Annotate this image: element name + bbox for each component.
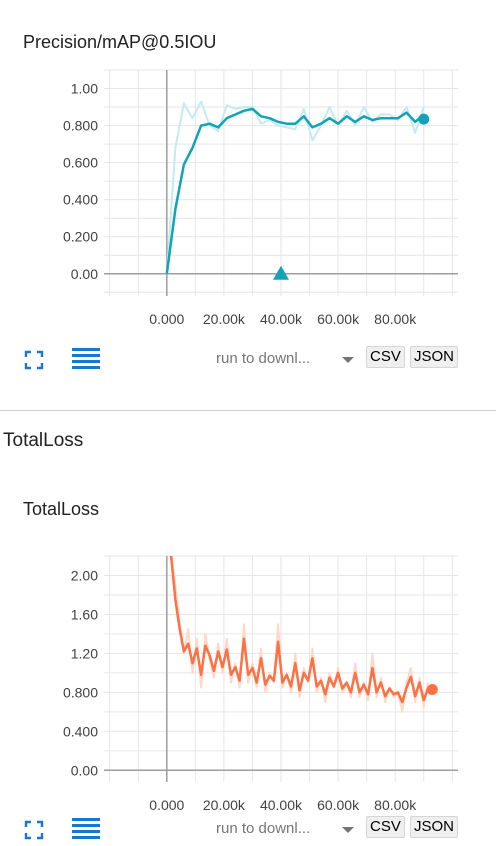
run-dropdown-label: run to downl... [216,350,311,367]
x-tick-label: 60.00k [317,797,360,813]
x-tick-label: 0.000 [149,797,184,813]
raw-series-line [170,556,429,713]
y-tick-label: 0.600 [63,155,98,171]
totalloss-chart[interactable]: 0.00 0.400 0.800 1.20 1.60 2.00 0.000 20.00k 40.… [0,536,496,826]
y-tick-label: 0.400 [63,192,98,208]
x-tick-label: 60.00k [317,311,360,327]
divider [0,410,496,411]
chart-toolbar: run to downl... CSV JSON [0,816,496,846]
x-tick-label: 80.00k [374,311,417,327]
fullscreen-icon[interactable] [24,820,44,840]
x-tick-label: 0.000 [149,311,184,327]
csv-button[interactable]: CSV [366,816,405,838]
json-button[interactable]: JSON [410,346,459,368]
chart-title: Precision/mAP@0.5IOU [23,32,217,52]
chart-title: TotalLoss [23,499,100,519]
section-title: TotalLoss [3,430,84,451]
y-tick-label: 0.00 [71,762,98,778]
chevron-down-icon [342,827,354,833]
y-tick-label: 0.400 [63,723,98,739]
y-tick-label: 2.00 [71,567,98,583]
x-tick-label: 40.00k [260,311,303,327]
precision-card: Precision/mAP@0.5IOU 0.00 0.200 0.400 0.600… [0,0,496,400]
smoothed-series-line [165,107,425,274]
endpoint-dot [418,113,430,125]
grid [104,69,458,296]
x-tick-label: 20.00k [203,311,246,327]
plot-area [169,556,430,713]
grid [104,555,458,782]
y-tick-label: 0.800 [63,118,98,134]
section-header[interactable]: TotalLoss [0,414,496,466]
y-tick-label: 0.800 [63,684,98,700]
triangle-marker [273,265,289,280]
x-tick-label: 40.00k [260,797,303,813]
endpoint-dot [426,683,438,695]
y-tick-label: 1.20 [71,645,98,661]
y-tick-label: 0.00 [71,266,98,282]
fullscreen-icon[interactable] [24,350,44,370]
json-button[interactable]: JSON [410,816,459,838]
x-tick-label: 20.00k [203,797,246,813]
chevron-down-icon [342,357,354,363]
y-tick-label: 1.60 [71,606,98,622]
plot-area [165,100,425,274]
chart-toolbar: run to downl... CSV JSON [0,346,496,376]
raw-series-line [165,100,425,274]
list-lines-icon[interactable] [72,348,100,370]
list-lines-icon[interactable] [72,818,100,840]
precision-chart[interactable]: 0.00 0.200 0.400 0.600 0.800 1.00 0.000 20.00k 4… [0,50,496,340]
smoothed-series-line [169,556,430,704]
totalloss-card: TotalLoss 0.00 0.400 0.800 1.20 1.60 2.00 0.00… [0,466,496,846]
run-dropdown-label: run to downl... [216,820,311,837]
y-tick-label: 0.200 [63,229,98,245]
run-dropdown[interactable]: run to downl... [216,816,358,842]
run-dropdown[interactable]: run to downl... [216,346,358,372]
y-tick-label: 1.00 [71,81,98,97]
csv-button[interactable]: CSV [366,346,405,368]
x-tick-label: 80.00k [374,797,417,813]
